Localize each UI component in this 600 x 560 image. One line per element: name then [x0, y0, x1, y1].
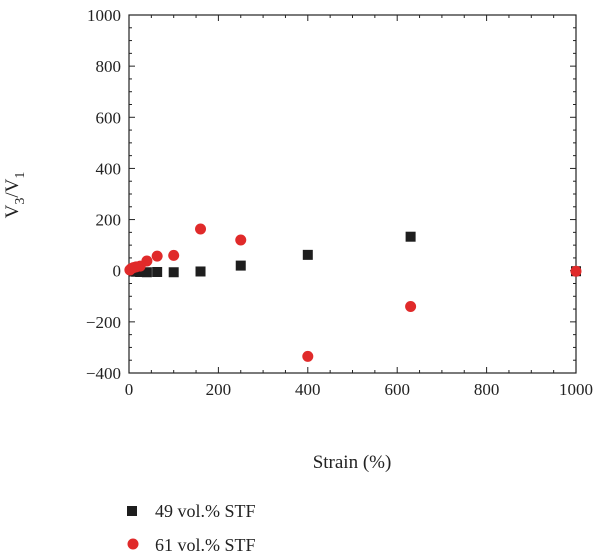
data-point-49vol	[152, 266, 163, 277]
y-tick-label: 0	[113, 262, 122, 281]
x-axis-title: Strain (%)	[313, 452, 392, 473]
y-axis-title: V3/V1	[2, 172, 28, 219]
y-axis-title-sub1: 3	[13, 198, 28, 205]
data-point-49vol	[302, 249, 313, 260]
y-axis-title-sep: /V	[2, 178, 23, 197]
data-point-61vol	[195, 223, 207, 235]
y-tick-label: 600	[96, 108, 122, 127]
data-point-61vol	[168, 249, 180, 261]
y-tick-label: 200	[96, 211, 122, 230]
y-tick-label: −200	[86, 313, 121, 332]
legend-label-49: 49 vol.% STF	[155, 501, 256, 521]
data-point-61vol	[141, 255, 153, 267]
y-tick-label: −400	[86, 364, 121, 383]
y-axis-title-base: V	[2, 204, 23, 218]
data-point-49vol	[135, 266, 146, 277]
y-tick-label: 1000	[87, 6, 121, 25]
y-tick-label: 800	[96, 57, 122, 76]
axes: 0 200 400 600 800 1000 −400 −200 0 200 400 600 800 10…	[86, 6, 593, 399]
data-point-61vol	[570, 265, 582, 277]
y-axis-title-sub2: 1	[13, 172, 28, 179]
data-point-49vol	[195, 266, 206, 277]
plot-frame	[128, 14, 577, 374]
x-tick-label: 1000	[559, 380, 593, 399]
x-tick-label: 200	[206, 380, 232, 399]
x-tick-label: 400	[295, 380, 321, 399]
data-point-49vol	[168, 267, 179, 278]
legend: 49 vol.% STF 61 vol.% STF	[127, 501, 256, 555]
data-point-61vol	[405, 301, 417, 313]
x-tick-label: 600	[384, 380, 410, 399]
data-point-49vol	[235, 260, 246, 271]
legend-marker-49	[127, 506, 137, 516]
data-point-61vol	[151, 250, 163, 262]
legend-label-61: 61 vol.% STF	[155, 535, 256, 555]
data-point-49vol	[405, 231, 416, 242]
data-point-49vol	[141, 267, 152, 278]
x-tick-label: 0	[125, 380, 134, 399]
y-tick-label: 400	[96, 159, 122, 178]
data-point-61vol	[235, 234, 247, 246]
data-marks	[124, 223, 582, 362]
legend-marker-61	[127, 538, 139, 550]
data-point-61vol	[302, 350, 314, 362]
x-tick-label: 800	[474, 380, 500, 399]
